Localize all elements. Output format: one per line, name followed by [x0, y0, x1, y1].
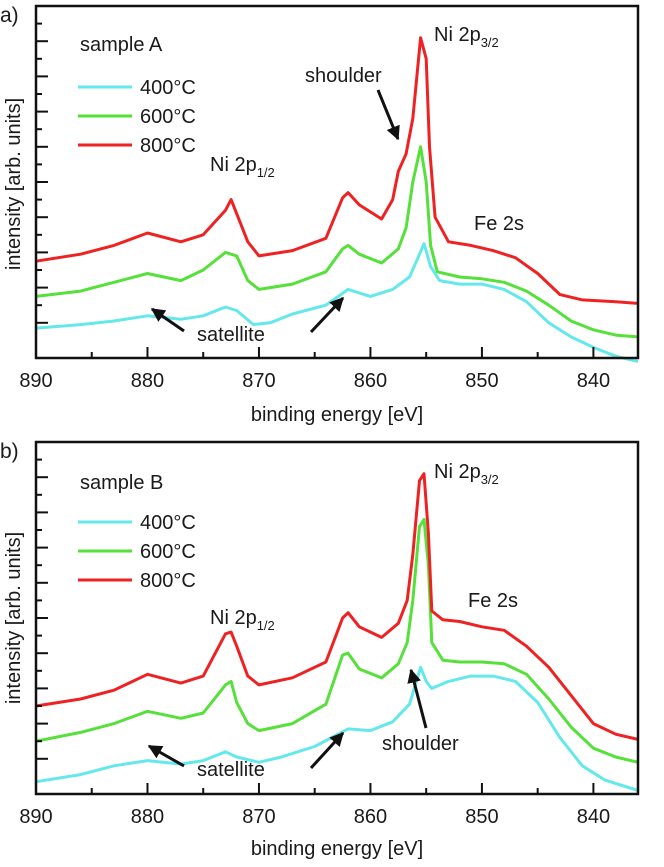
- x-tick-label-b-860: 860: [354, 806, 387, 828]
- panel-b-label: b): [0, 440, 19, 463]
- x-tick-label-a-850: 850: [465, 370, 498, 392]
- x-tick-label-a-890: 890: [19, 370, 52, 392]
- panel-b: b) sample B 400°C 600°C 800°C Ni 2p3/2 N…: [0, 440, 640, 860]
- x-tick-label-b-850: 850: [465, 806, 498, 828]
- panel-b-shoulder-label: shoulder: [382, 733, 459, 755]
- panel-a-ni2p32-label: Ni 2p3/2: [434, 24, 499, 50]
- panel-a-fe2s-label: Fe 2s: [474, 213, 524, 235]
- panel-a: a) sample A 400°C 600°C 800°C shoulder N…: [0, 4, 640, 426]
- x-tick-label-b-880: 880: [131, 806, 164, 828]
- panel-a-satellite-arrow-right: [309, 296, 345, 334]
- panel-a-legend: 400°C 600°C 800°C: [78, 77, 196, 157]
- panel-b-shoulder-arrow: [407, 668, 428, 729]
- panel-b-plot: [35, 472, 639, 792]
- panel-b-legend: 400°C 600°C 800°C: [78, 512, 196, 592]
- panel-b-sample-label: sample B: [80, 472, 163, 494]
- legend-b-label-400: 400°C: [140, 512, 196, 534]
- panel-b-satellite-arrow-left: [147, 744, 185, 768]
- x-tick-label-b-840: 840: [577, 806, 610, 828]
- series-line-b-0: [35, 665, 639, 792]
- panel-a-ni2p12-label: Ni 2p1/2: [210, 154, 275, 180]
- panel-b-y-axis-label: intensity [arb. units]: [3, 532, 25, 704]
- legend-a-label-600: 600°C: [140, 106, 196, 128]
- legend-a-label-800: 800°C: [140, 135, 196, 157]
- panel-a-x-axis-label: binding energy [eV]: [251, 404, 423, 426]
- panel-b-ticks: [35, 458, 595, 794]
- x-tick-label-a-860: 860: [354, 370, 387, 392]
- panel-b-x-tick-labels: 890 880 870 860 850 840: [19, 806, 610, 828]
- legend-b-label-800: 800°C: [140, 570, 196, 592]
- series-line-a-2: [35, 36, 639, 305]
- series-line-b-2: [35, 472, 639, 741]
- panel-b-satellite-arrow-right: [309, 731, 345, 770]
- panel-b-satellite-label: satellite: [197, 759, 265, 781]
- x-tick-label-a-870: 870: [242, 370, 275, 392]
- x-tick-label-a-880: 880: [131, 370, 164, 392]
- panel-a-label: a): [0, 4, 19, 27]
- series-line-b-1: [35, 517, 639, 764]
- panel-a-y-axis-label: intensity [arb. units]: [3, 98, 25, 270]
- panel-b-ni2p32-label: Ni 2p3/2: [434, 461, 499, 487]
- panel-b-x-axis-label: binding energy [eV]: [251, 838, 423, 860]
- panel-b-fe2s-label: Fe 2s: [468, 590, 518, 612]
- panel-a-shoulder-label: shoulder: [305, 65, 382, 87]
- series-line-a-1: [35, 145, 639, 339]
- panel-a-plot: [35, 36, 639, 363]
- legend-a-label-400: 400°C: [140, 77, 196, 99]
- panel-a-ticks: [35, 22, 595, 358]
- panel-a-shoulder-arrow: [376, 89, 400, 141]
- panel-b-ni2p12-label: Ni 2p1/2: [210, 607, 275, 633]
- panel-a-sample-label: sample A: [80, 34, 163, 56]
- legend-b-label-600: 600°C: [140, 541, 196, 563]
- panel-a-x-tick-labels: 890 880 870 860 850 840: [19, 370, 610, 392]
- series-line-a-0: [35, 242, 639, 363]
- panel-a-satellite-arrow-left: [150, 307, 185, 333]
- x-tick-label-b-890: 890: [19, 806, 52, 828]
- x-tick-label-a-840: 840: [577, 370, 610, 392]
- panel-a-satellite-label: satellite: [197, 324, 265, 346]
- x-tick-label-b-870: 870: [242, 806, 275, 828]
